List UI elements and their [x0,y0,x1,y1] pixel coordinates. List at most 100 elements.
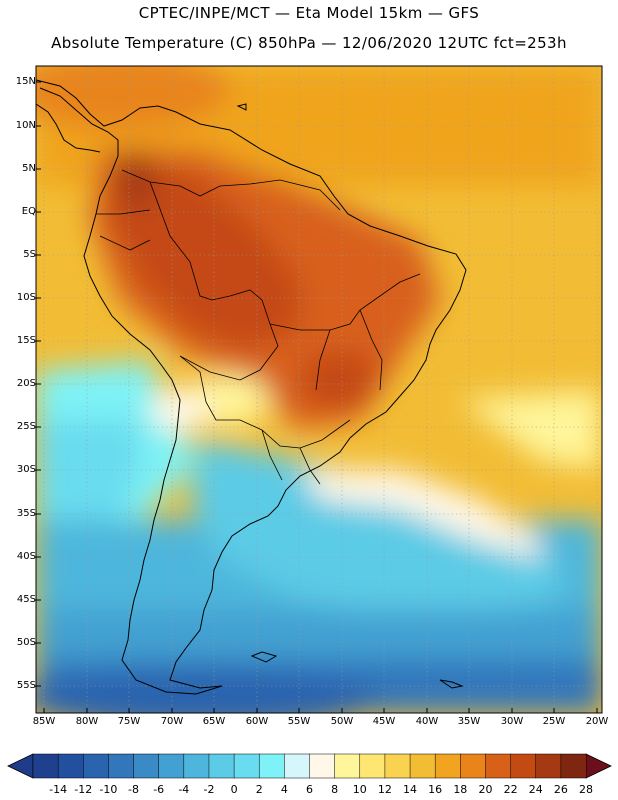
lat-label: 15S [16,335,36,346]
title-line-1: CPTEC/INPE/MCT — Eta Model 15km — GFS [138,4,480,22]
colorbar-tick-label: 24 [528,783,543,796]
lon-label: 30W [500,716,524,727]
falkland-islands [250,651,278,663]
colorbar-swatch [560,753,587,779]
lon-label: 75W [117,716,141,727]
axis-ticks [36,81,598,713]
south-america-coastline [36,79,467,695]
colorbar-swatch [510,753,537,779]
lat-label: EQ [21,206,36,217]
colorbar-under-arrow [7,753,34,779]
temperature-field [36,66,602,713]
colorbar-tick-label: 0 [230,783,238,796]
colorbar-tick-label: 6 [306,783,313,796]
colorbar-swatch [108,753,135,779]
colorbar-swatch [384,753,411,779]
lon-label: 80W [75,716,99,727]
colorbar-tick-label: -8 [128,783,140,796]
temp-zone-6-8 [150,388,210,432]
colorbar-swatch [208,753,235,779]
lat-label: 15N [15,76,36,87]
colorbar-swatch [284,753,311,779]
temp-zone-8-10 [460,390,600,470]
colorbar-tick-label: 14 [403,783,418,796]
south-georgia [439,679,464,689]
temp-zone-minus2-0 [190,440,560,620]
lat-label: 25S [16,421,36,432]
map-frame [35,65,603,714]
lat-label: 30S [16,464,36,475]
title-line-2: Absolute Temperature (C) 850hPa — 12/06/… [51,34,567,52]
lat-label: 5S [23,249,36,260]
colorbar-tick-label: 22 [503,783,518,796]
colorbar-tick-label: 26 [553,783,568,796]
temp-zone-minus12-minus10 [36,670,380,713]
colorbar-tick-label: 16 [428,783,443,796]
colorbar-swatch [57,753,84,779]
colorbar-swatch [485,753,512,779]
lat-label: 20S [16,378,36,389]
colorbar-swatch [133,753,160,779]
lat-label: 35S [16,508,36,519]
temp-zone-6-8 [300,470,540,560]
colorbar-tick-label: 2 [255,783,263,796]
colorbar-tick-label: -10 [99,783,118,796]
colorbar-swatch [434,753,461,779]
lat-label: 45S [16,594,36,605]
colorbar-swatch [460,753,487,779]
colorbar-swatch [83,753,109,779]
colorbar-swatch [359,753,386,779]
lat-label: 10N [15,120,36,131]
colorbar-tick-label: 28 [579,783,593,796]
lon-label: 40W [415,716,439,727]
lon-label: 25W [542,716,566,727]
temp-zone-8-10 [190,374,270,426]
colorbar-over-arrow [585,753,612,779]
temp-zone-2-4 [36,420,140,520]
lat-label: 5N [22,163,36,174]
graticule [36,66,602,713]
colorbar-tick-label: 10 [352,783,367,796]
colorbar-tick-label: -2 [203,783,215,796]
colorbar-tick-label: 8 [331,783,339,796]
lon-label: 70W [160,716,184,727]
colorbar-swatch [32,753,59,779]
central-america-coastline [36,103,101,153]
lon-label: 55W [287,716,311,727]
lon-label: 85W [32,716,56,727]
colorbar-tick-label: -14 [49,783,68,796]
colorbar-swatch [183,753,210,779]
colorbar-swatch [233,753,260,779]
lon-label: 45W [372,716,396,727]
colorbar-tick-label: 20 [478,783,493,796]
colorbar-swatch [535,753,562,779]
colorbar-tick-label: -6 [153,783,165,796]
colorbar-tick-label: 12 [377,783,392,796]
coastlines [36,79,467,695]
colorbar-swatch [309,753,336,779]
temp-zone-24-26 [300,350,380,410]
trinidad [236,103,247,111]
lat-label: 50S [16,637,36,648]
temp-zone-26-28 [113,150,157,210]
lon-label: 20W [585,716,609,727]
colorbar [7,753,612,779]
lon-label: 60W [245,716,269,727]
country-borders [96,169,421,485]
colorbar-tick-label: -12 [74,783,93,796]
colorbar-swatch [258,753,285,779]
lat-label: 40S [16,551,36,562]
colorbar-swatch [158,753,185,779]
lon-label: 50W [330,716,354,727]
colorbar-tick-label: 4 [280,783,288,796]
temp-zone-24-26 [110,170,300,350]
colorbar-swatch [334,753,361,779]
lon-label: 35W [457,716,481,727]
lon-label: 65W [202,716,226,727]
temp-zone-20-22 [36,66,230,130]
lat-label: 55S [16,680,36,691]
colorbar-tick-label: -4 [178,783,190,796]
lat-label: 10S [16,292,36,303]
colorbar-swatch [409,753,436,779]
